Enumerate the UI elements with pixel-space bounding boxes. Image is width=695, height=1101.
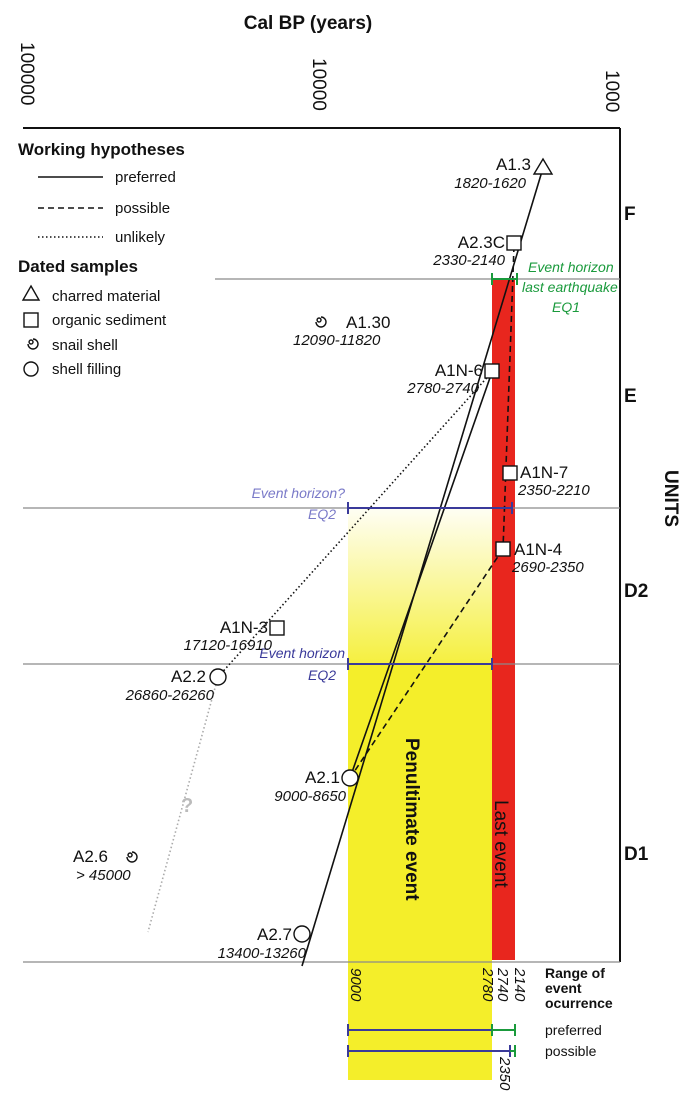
chart-title: Cal BP (years) <box>244 13 373 34</box>
legend-label: preferred <box>115 169 176 186</box>
legend-title-hypotheses: Working hypotheses <box>18 140 185 159</box>
unknown-mark: ? <box>181 795 193 817</box>
sample-marker-square <box>495 541 511 557</box>
possible-line <box>349 548 504 779</box>
sample-id-label: A2.1 <box>305 768 340 787</box>
sample-age-label: 12090-11820 <box>293 332 381 349</box>
event-horizon-label: Event horizon <box>528 259 614 275</box>
event-horizon-eq2-question <box>347 502 513 514</box>
sample-id-label: A1N-3 <box>220 618 268 637</box>
legend-triangle-icon <box>21 284 41 301</box>
y-axis-label: UNITS <box>660 470 681 527</box>
event-horizon-label: last earthquake <box>522 279 618 295</box>
sample-marker-spiral <box>315 316 327 328</box>
event-horizon-eq2 <box>347 658 493 670</box>
sample-age-label: > 45000 <box>76 867 131 884</box>
sample-id-label: A1.30 <box>346 313 390 332</box>
sample-age-label: 1820-1620 <box>454 175 526 192</box>
range-title: ocurrence <box>545 995 613 1011</box>
sample-age-label: 2780-2740 <box>406 380 479 397</box>
range-tick-label: 2780 <box>479 967 496 1002</box>
x-tick-label: 100000 <box>16 42 37 105</box>
sample-marker-triangle <box>532 157 554 175</box>
sample-marker-spiral <box>126 851 138 863</box>
event-horizon-label: Event horizon <box>259 645 345 661</box>
sample-marker-circle <box>341 769 359 787</box>
sample-age-label: 17120-16910 <box>184 637 273 654</box>
range-tick-label: 2140 <box>511 967 528 1002</box>
sample-age-label: 2350-2210 <box>517 482 590 499</box>
sample-id-label: A2.7 <box>257 925 292 944</box>
x-tick-label: 1000 <box>601 70 622 112</box>
range-tick-label: 2350 <box>496 1056 513 1091</box>
legend-label: shell filling <box>52 361 121 378</box>
unit-label: D2 <box>624 581 648 602</box>
range-title: Range of <box>545 965 605 981</box>
penultimate-event-band-d2 <box>348 508 492 664</box>
event-horizon-label: EQ2 <box>308 506 336 522</box>
sample-marker-square <box>484 363 500 379</box>
sample-age-label: 2690-2350 <box>511 559 584 576</box>
sample-marker-square <box>506 235 522 251</box>
range-tick-label: 2740 <box>494 967 511 1002</box>
event-horizon-label: EQ1 <box>552 299 580 315</box>
event-horizon-label: Event horizon? <box>252 485 346 501</box>
sample-id-label: A2.2 <box>171 667 206 686</box>
unit-label: D1 <box>624 844 649 865</box>
legend-label: charred material <box>52 288 160 305</box>
sample-age-label: 2330-2140 <box>432 252 505 269</box>
sample-marker-square <box>269 620 285 636</box>
legend-title-samples: Dated samples <box>18 257 138 276</box>
preferred-line <box>349 371 493 779</box>
sample-id-label: A2.3C <box>458 233 505 252</box>
legend-square-icon <box>23 312 39 328</box>
unlikely-line-uncertain <box>147 676 219 933</box>
legend-label: possible <box>115 200 170 217</box>
sample-id-label: A1N-4 <box>514 540 562 559</box>
range-title: event <box>545 980 582 996</box>
range-label: preferred <box>545 1022 602 1038</box>
unlikely-line <box>217 371 493 678</box>
event-name-label: Penultimate event <box>401 738 422 901</box>
possible-line <box>502 245 515 550</box>
range-label: possible <box>545 1043 597 1059</box>
event-horizon-label: EQ2 <box>308 667 336 683</box>
legend-label: organic sediment <box>52 312 167 329</box>
sample-age-label: 13400-13260 <box>218 945 307 962</box>
legend-label: snail shell <box>52 337 118 354</box>
sample-id-label: A1N-6 <box>435 361 483 380</box>
sample-marker-circle <box>293 925 311 943</box>
legend-spiral-icon <box>27 338 39 350</box>
legend-circle-icon <box>23 361 39 377</box>
sample-id-label: A2.6 <box>73 847 108 866</box>
unit-label: F <box>624 204 636 225</box>
event-name-label: Last event <box>490 800 511 888</box>
legend: Working hypotheses preferred possible un… <box>18 140 185 378</box>
unit-label: E <box>624 386 637 407</box>
sample-id-label: A1.3 <box>496 155 531 174</box>
x-tick-label: 10000 <box>308 58 329 111</box>
range-bar-preferred <box>347 1024 516 1036</box>
sample-marker-circle <box>209 668 227 686</box>
sample-age-label: 9000-8650 <box>274 788 346 805</box>
last-event-band <box>492 279 515 960</box>
sample-age-label: 26860-26260 <box>125 687 215 704</box>
preferred-line <box>301 167 544 967</box>
sample-id-label: A1N-7 <box>520 463 568 482</box>
legend-label: unlikely <box>115 229 166 246</box>
event-horizon-eq1 <box>491 273 518 285</box>
range-tick-label: 9000 <box>347 968 364 1002</box>
sample-marker-square <box>502 465 518 481</box>
range-bar-possible <box>347 1045 516 1057</box>
